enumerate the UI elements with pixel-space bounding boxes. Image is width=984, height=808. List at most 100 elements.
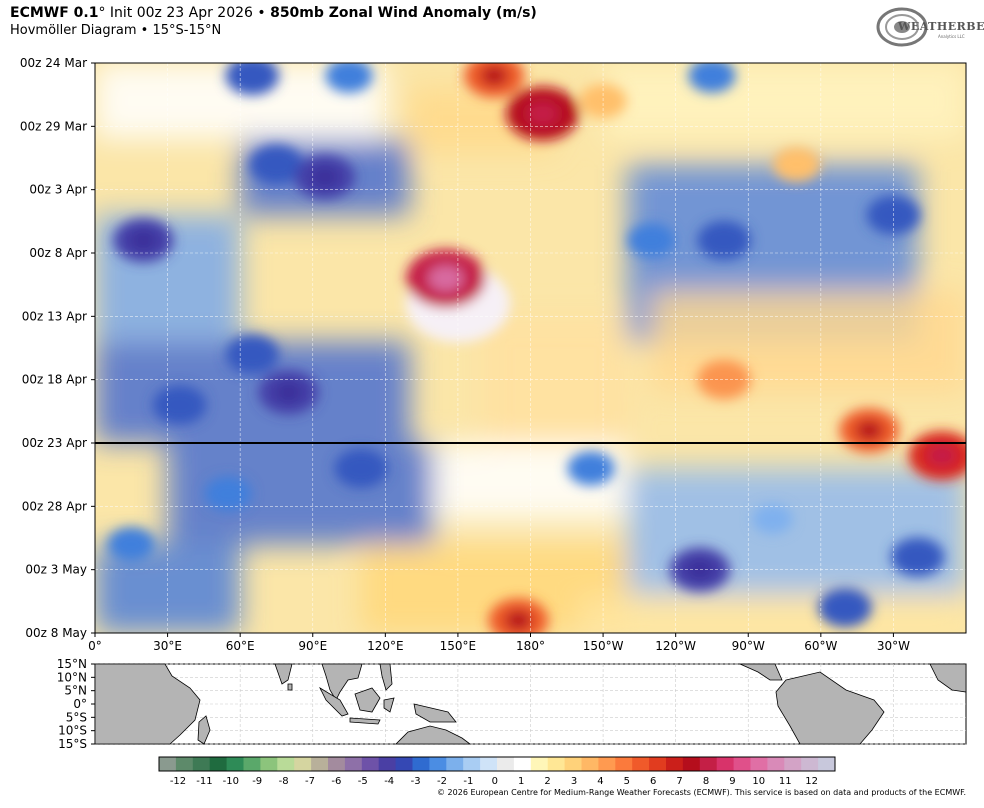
anomaly-core [526,101,559,126]
colorbar-cell [750,757,768,771]
colorbar-cell [243,757,261,771]
x-tick-label: 120°E [367,639,404,653]
colorbar-cell [446,757,464,771]
colorbar-cell [818,757,836,771]
colorbar-cell [547,757,566,771]
colorbar-label: -5 [358,776,368,787]
x-tick-label: 0° [88,639,102,653]
anomaly-cell [334,448,388,488]
anomaly-cell [567,451,615,486]
colorbar-cell [666,757,684,771]
y-tick-label: 00z 28 Apr [22,499,87,513]
map-y-tick-label: 10°S [58,724,87,738]
colorbar-cell [175,757,194,771]
map-y-tick-label: 15°S [58,737,87,751]
anomaly-cell [697,220,751,260]
colorbar-cell [581,757,599,771]
colorbar-label: -7 [305,776,315,787]
colorbar-cell [429,757,447,771]
colorbar-label: -4 [384,776,394,787]
anomaly-cell [688,63,736,93]
colorbar-label: 6 [650,776,656,787]
x-tick-label: 150°E [440,639,477,653]
anomaly-cell [225,63,280,96]
map-y-tick-label: 0° [73,697,87,711]
indochina-landmass [321,663,363,701]
chart-title-block: ECMWF 0.1° Init 00z 23 Apr 2026 • 850mb … [10,4,537,40]
centralamerica-landmass [739,663,783,681]
sulawesi-landmass [383,697,395,713]
colorbar-cell [767,757,785,771]
india-landmass [274,663,293,685]
southamerica-landmass [775,671,885,745]
colorbar-label: 4 [597,776,603,787]
logo-text: WEATHERBELL [898,20,984,33]
colorbar-label: 12 [805,776,818,787]
colorbar-cell [209,757,228,771]
colorbar-cell [733,757,751,771]
colorbar-label: 1 [518,776,524,787]
chart-title: ECMWF 0.1° Init 00z 23 Apr 2026 • 850mb … [10,5,537,21]
colorbar-label: -2 [437,776,447,787]
y-tick-label: 00z 29 Mar [20,119,87,133]
colorbar-cell [412,757,430,771]
colorbar-cell [378,757,397,771]
anomaly-core [480,65,508,86]
colorbar-cell [328,757,346,771]
colorbar-cell [344,757,363,771]
anomaly-cell [752,504,793,534]
map-y-tick-label: 15°N [57,657,87,671]
colorbar-cell [480,757,498,771]
colorbar-label: 7 [676,776,682,787]
field-cells [107,63,966,633]
anomaly-cell [204,476,252,511]
colorbar-cell [513,757,532,771]
colorbar-label: 0 [492,776,498,787]
anomaly-cell [773,147,821,182]
westafrica-landmass [929,663,967,693]
java-landmass [349,717,381,725]
anomaly-cell [627,223,676,258]
madagascar-landmass [197,715,211,745]
colorbar-label: 2 [544,776,550,787]
anomaly-cell [697,360,751,400]
x-tick-label: 90°W [732,639,765,653]
colorbar-label: 8 [703,776,709,787]
anomaly-cell [325,63,373,93]
continents [94,663,967,745]
copyright-footer: © 2026 European Centre for Medium-Range … [437,788,966,797]
colorbar-cell [649,757,667,771]
newguinea-landmass [413,703,457,723]
anomaly-cell [818,588,872,628]
map-y-tick-label: 10°N [57,670,87,684]
colorbar-label: -1 [463,776,473,787]
colorbar-cell [699,757,718,771]
colorbar-cell [226,757,244,771]
y-tick-label: 00z 3 Apr [29,183,87,197]
colorbar-cell [277,757,295,771]
colorbar-cell [598,757,616,771]
colorbar-cell [260,757,278,771]
x-tick-label: 30°W [877,639,910,653]
anomaly-cell [249,144,304,184]
colorbar-cells [159,757,836,771]
philippines-landmass [379,663,393,691]
anomaly-core [504,610,532,631]
australia-landmass [395,725,472,745]
field-band [603,63,966,139]
colorbar-frame [158,756,836,772]
colorbar-label: -11 [196,776,212,787]
x-tick-label: 60°W [804,639,837,653]
y-tick-label: 00z 23 Apr [22,436,87,450]
colorbar-cell [192,757,211,771]
anomaly-field [95,63,966,633]
colorbar-label: 5 [624,776,630,787]
y-tick-label: 00z 13 Apr [22,309,87,323]
anomaly-core [926,444,957,467]
colorbar: -12 -11 -10 -9 -8 -7 -6 -5 -4 -3 -2 -1 0 1 2 3 4 5 6 7 8 9 10 1… [158,756,836,787]
anomaly-core [427,265,464,292]
anomaly-core [275,382,303,403]
sumatra-landmass [319,686,349,717]
anomaly-cell [225,334,280,374]
